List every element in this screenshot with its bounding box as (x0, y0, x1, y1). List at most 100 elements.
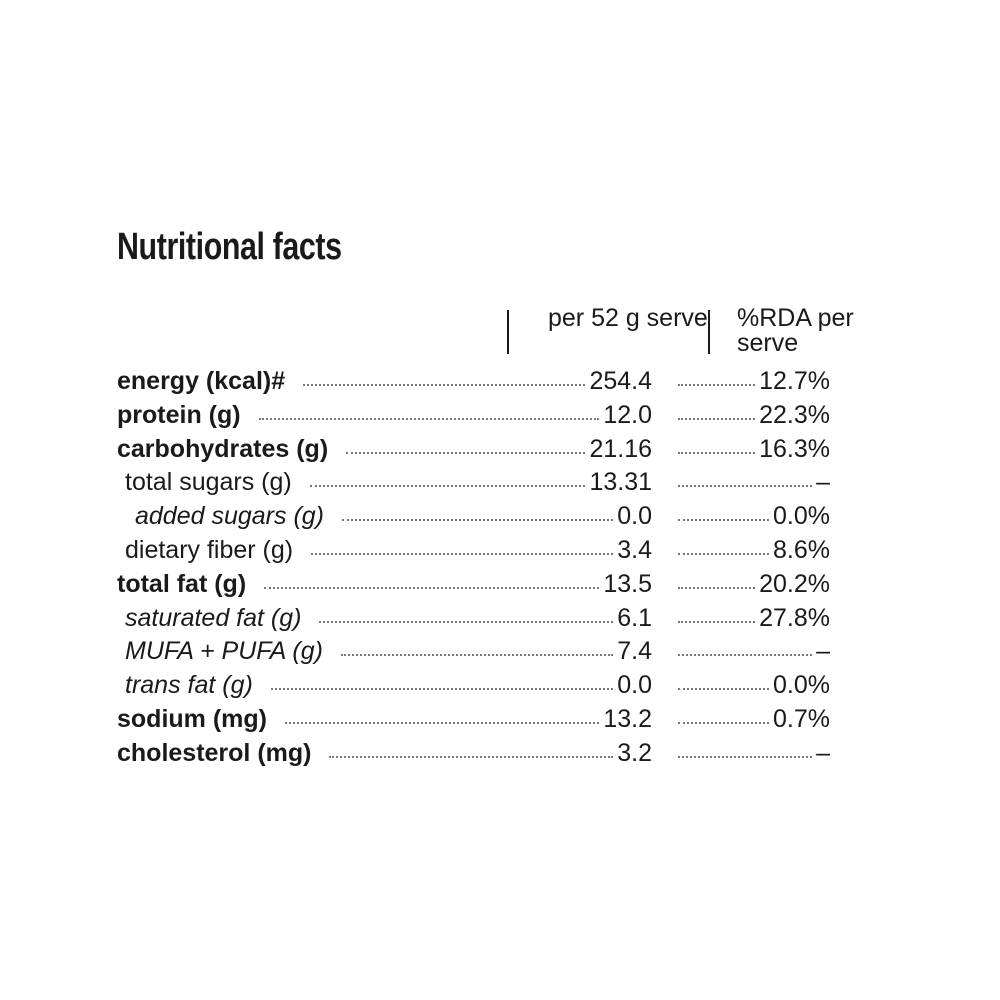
row-label: cholesterol (mg) (117, 738, 312, 767)
rda-value: 0.7% (773, 705, 830, 733)
rda-value: 12.7% (759, 367, 830, 395)
value: 254.4 (589, 367, 652, 395)
divider (708, 310, 710, 354)
value: 7.4 (617, 637, 652, 666)
row-label: energy (kcal)# (117, 367, 286, 395)
row-main: energy (kcal)# 254.4 (117, 366, 652, 396)
leader-dots (678, 384, 756, 386)
row-rda: – (678, 636, 830, 666)
rda-value: – (816, 738, 830, 767)
rda-value: 16.3% (759, 434, 830, 463)
row-main: protein (g) 12.0 (117, 400, 652, 430)
value: 3.4 (617, 536, 652, 564)
value: 3.2 (617, 738, 652, 767)
row-label: MUFA + PUFA (g) (125, 637, 323, 666)
table-row: total fat (g) 13.5 20.2% (117, 569, 830, 599)
row-label: saturated fat (g) (125, 603, 302, 632)
leader-dots (329, 755, 614, 758)
row-label: total fat (g) (117, 569, 247, 598)
row-main: saturated fat (g) 6.1 (117, 603, 652, 633)
row-main: total fat (g) 13.5 (117, 569, 652, 599)
value: 13.31 (589, 468, 652, 497)
leader-dots (342, 519, 614, 522)
leader-dots (678, 755, 813, 758)
rda-value: – (816, 468, 830, 497)
table-row: carbohydrates (g) 21.16 16.3% (117, 434, 830, 464)
row-label: sodium (mg) (117, 705, 267, 733)
leader-dots (678, 586, 756, 589)
row-label: total sugars (g) (125, 468, 292, 497)
table-row: added sugars (g) 0.0 0.0% (117, 501, 830, 531)
value: 13.5 (603, 569, 652, 598)
leader-dots (285, 722, 600, 724)
rda-value: 8.6% (773, 536, 830, 564)
rda-value: 0.0% (773, 671, 830, 700)
table-row: MUFA + PUFA (g) 7.4 – (117, 636, 830, 666)
row-rda: 12.7% (678, 366, 830, 396)
row-label: dietary fiber (g) (125, 536, 294, 564)
value: 0.0 (617, 671, 652, 700)
leader-dots (678, 451, 756, 454)
table-row: protein (g) 12.0 22.3% (117, 400, 830, 430)
title: Nutritional facts (117, 226, 342, 268)
row-label: protein (g) (117, 400, 241, 429)
row-rda: 8.6% (678, 535, 830, 565)
row-main: carbohydrates (g) 21.16 (117, 434, 652, 464)
leader-dots (678, 688, 770, 691)
rda-value: – (816, 637, 830, 666)
row-main: sodium (mg) 13.2 (117, 704, 652, 734)
row-main: added sugars (g) 0.0 (117, 501, 652, 531)
leader-dots (346, 451, 586, 454)
rda-value: 27.8% (759, 603, 830, 632)
leader-dots (258, 417, 600, 420)
row-rda: 16.3% (678, 434, 830, 464)
row-main: dietary fiber (g) 3.4 (117, 535, 652, 565)
value: 13.2 (603, 705, 652, 733)
table-row: cholesterol (mg) 3.2 – (117, 738, 830, 768)
row-rda: 20.2% (678, 569, 830, 599)
value: 12.0 (603, 400, 652, 429)
leader-dots (678, 722, 770, 724)
column-header: %RDA per serve (737, 304, 854, 357)
row-main: trans fat (g) 0.0 (117, 670, 652, 700)
row-rda: 0.0% (678, 670, 830, 700)
leader-dots (678, 654, 813, 657)
rda-value: 20.2% (759, 569, 830, 598)
value: 21.16 (589, 434, 652, 463)
leader-dots (678, 519, 770, 522)
row-main: total sugars (g) 13.31 (117, 467, 652, 497)
row-rda: 0.7% (678, 704, 830, 734)
table-row: dietary fiber (g) 3.4 8.6% (117, 535, 830, 565)
leader-dots (678, 620, 756, 623)
table-row: saturated fat (g) 6.1 27.8% (117, 603, 830, 633)
table-row: sodium (mg) 13.2 0.7% (117, 704, 830, 734)
row-rda: – (678, 738, 830, 768)
column-header: per 52 g serve (548, 304, 708, 332)
leader-dots (309, 485, 586, 488)
leader-dots (678, 553, 770, 555)
leader-dots (270, 688, 614, 691)
row-label: carbohydrates (g) (117, 434, 329, 463)
table-row: energy (kcal)# 254.4 12.7% (117, 366, 830, 396)
row-main: MUFA + PUFA (g) 7.4 (117, 636, 652, 666)
leader-dots (340, 654, 614, 657)
row-label: trans fat (g) (125, 671, 253, 700)
table-row: trans fat (g) 0.0 0.0% (117, 670, 830, 700)
row-rda: 22.3% (678, 400, 830, 430)
leader-dots (678, 485, 813, 488)
row-label: added sugars (g) (135, 502, 325, 531)
row-rda: 27.8% (678, 603, 830, 633)
leader-dots (311, 553, 614, 555)
leader-dots (319, 620, 614, 623)
divider (507, 310, 509, 354)
value: 0.0 (617, 502, 652, 531)
leader-dots (678, 417, 756, 420)
row-main: cholesterol (mg) 3.2 (117, 738, 652, 768)
rda-value: 0.0% (773, 502, 830, 531)
leader-dots (303, 384, 586, 386)
leader-dots (264, 586, 600, 589)
value: 6.1 (617, 603, 652, 632)
table-row: total sugars (g) 13.31 – (117, 467, 830, 497)
rda-value: 22.3% (759, 400, 830, 429)
